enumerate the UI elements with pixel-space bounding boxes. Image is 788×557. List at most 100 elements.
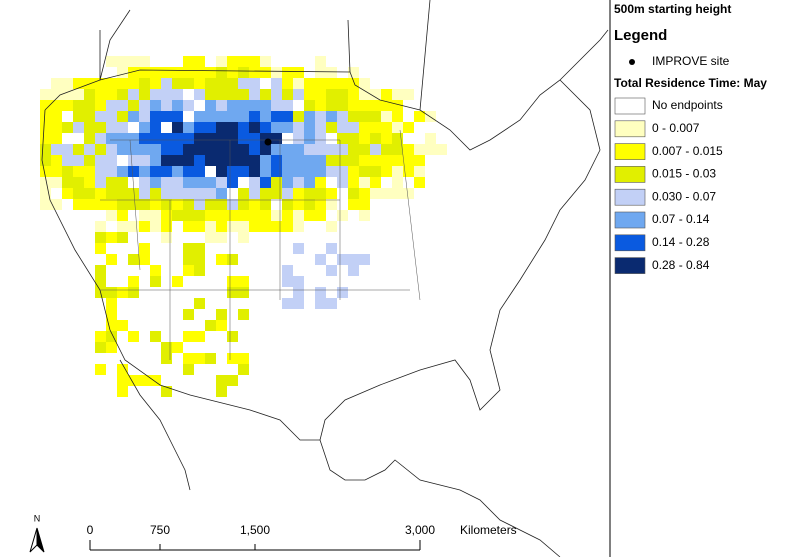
grid-cell [183, 144, 194, 155]
grid-cell [304, 155, 315, 166]
grid-cell [271, 155, 282, 166]
grid-cell [381, 144, 392, 155]
grid-cell [117, 188, 128, 199]
grid-cell [227, 133, 238, 144]
grid-cell [293, 78, 304, 89]
grid-cell [172, 67, 183, 78]
grid-cell [216, 144, 227, 155]
grid-cell [194, 353, 205, 364]
grid-cell [194, 199, 205, 210]
grid-cell [238, 155, 249, 166]
grid-cell [249, 199, 260, 210]
grid-cell [304, 122, 315, 133]
grid-cell [216, 254, 227, 265]
grid-cell [40, 122, 51, 133]
grid-cell [359, 78, 370, 89]
grid-cell [183, 309, 194, 320]
grid-cell [139, 56, 150, 67]
grid-cell [216, 188, 227, 199]
grid-cell [194, 78, 205, 89]
canada-lines [99, 0, 431, 111]
grid-cell [403, 89, 414, 100]
grid-cell [139, 155, 150, 166]
grid-cell [238, 309, 249, 320]
grid-cell [150, 111, 161, 122]
grid-cell [304, 78, 315, 89]
grid-cell [249, 78, 260, 89]
grid-cell [326, 155, 337, 166]
grid-cell [117, 177, 128, 188]
grid-cell [293, 287, 304, 298]
grid-cell [293, 243, 304, 254]
grid-cell [216, 320, 227, 331]
grid-cell [205, 232, 216, 243]
grid-cell [106, 166, 117, 177]
grid-cell [95, 364, 106, 375]
legend-swatch [614, 234, 646, 252]
grid-cell [183, 100, 194, 111]
grid-cell [150, 177, 161, 188]
grid-cell [84, 188, 95, 199]
grid-cell [282, 276, 293, 287]
legend-label: No endpoints [652, 98, 723, 112]
scale-bar-line [89, 540, 421, 551]
grid-cell [172, 155, 183, 166]
grid-cell [73, 144, 84, 155]
grid-cell [84, 177, 95, 188]
legend-label: 0 - 0.007 [652, 121, 700, 135]
scale-unit: Kilometers [460, 523, 517, 537]
grid-cell [315, 89, 326, 100]
grid-cell [161, 89, 172, 100]
grid-cell [304, 111, 315, 122]
grid-cell [128, 111, 139, 122]
grid-cell [183, 155, 194, 166]
grid-cell [238, 276, 249, 287]
grid-cell [106, 78, 117, 89]
legend-title: Legend [614, 27, 667, 44]
grid-cell [51, 89, 62, 100]
grid-cell [95, 133, 106, 144]
grid-cell [150, 155, 161, 166]
grid-cell [128, 56, 139, 67]
grid-cell [106, 210, 117, 221]
grid-cell [172, 199, 183, 210]
grid-cell [95, 111, 106, 122]
grid-cell [205, 100, 216, 111]
grid-cell [271, 177, 282, 188]
grid-cell [392, 155, 403, 166]
legend-label: 0.28 - 0.84 [652, 258, 710, 272]
grid-cell [304, 89, 315, 100]
grid-cell [227, 287, 238, 298]
grid-cell [216, 56, 227, 67]
grid-cell [216, 375, 227, 386]
grid-cell [106, 144, 117, 155]
grid-cell [359, 166, 370, 177]
grid-cell [117, 78, 128, 89]
grid-cell [238, 232, 249, 243]
grid-cell [106, 254, 117, 265]
grid-cell [84, 133, 95, 144]
grid-cell [73, 188, 84, 199]
grid-cell [227, 210, 238, 221]
grid-cell [139, 144, 150, 155]
grid-cell [150, 265, 161, 276]
residence-grid [40, 56, 447, 397]
state-lines [100, 129, 421, 360]
grid-cell [227, 177, 238, 188]
grid-cell [183, 199, 194, 210]
grid-cell [238, 353, 249, 364]
grid-cell [315, 133, 326, 144]
grid-cell [205, 144, 216, 155]
grid-cell [62, 122, 73, 133]
grid-cell [128, 254, 139, 265]
grid-cell [315, 67, 326, 78]
grid-cell [370, 155, 381, 166]
grid-cell [282, 221, 293, 232]
grid-cell [293, 67, 304, 78]
grid-cell [238, 188, 249, 199]
grid-cell [183, 133, 194, 144]
grid-cell [315, 111, 326, 122]
grid-cell [392, 122, 403, 133]
grid-cell [205, 199, 216, 210]
